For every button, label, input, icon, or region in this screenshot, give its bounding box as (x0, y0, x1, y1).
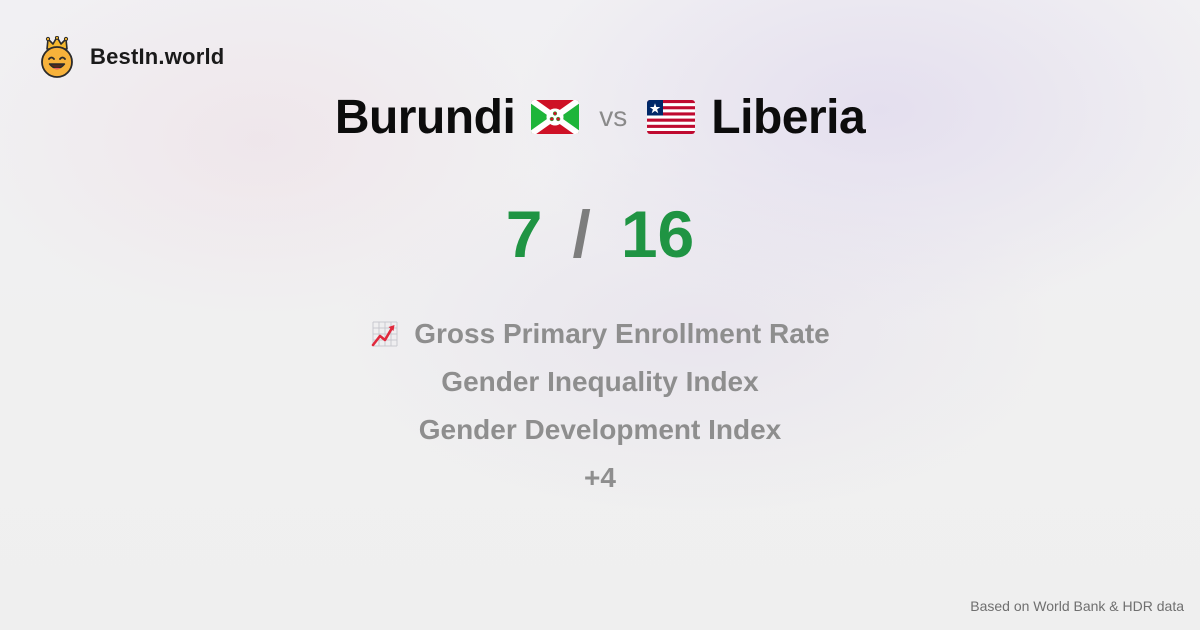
metric-item: Gross Primary Enrollment Rate (370, 310, 830, 358)
right-score: 16 (620, 197, 695, 271)
metric-item: Gender Inequality Index (441, 358, 758, 406)
left-country-name: Burundi (334, 90, 516, 144)
metric-label: Gross Primary Enrollment Rate (414, 318, 830, 349)
metric-label: Gender Inequality Index (441, 366, 759, 397)
vs-separator: vs (599, 101, 628, 132)
more-metrics-count: +4 (584, 454, 616, 502)
score: 7 / 16 (0, 196, 1200, 272)
burundi-flag-icon (531, 100, 580, 134)
smiling-face-with-crown-icon (41, 36, 73, 78)
brand-name: BestIn.world (90, 44, 225, 69)
liberia-flag-icon (647, 100, 696, 134)
score-separator: / (572, 197, 591, 271)
brand[interactable]: BestIn.world (38, 36, 224, 78)
right-country-name: Liberia (711, 90, 866, 144)
metric-label: +4 (584, 462, 616, 493)
comparison-title: Burundi vs Liberia (0, 84, 1200, 150)
chart-increasing-icon (371, 321, 398, 347)
data-source-note: Based on World Bank & HDR data (970, 598, 1184, 614)
metric-item: Gender Development Index (419, 406, 782, 454)
metrics-list: Gross Primary Enrollment Rate Gender Ine… (0, 310, 1200, 502)
metric-label: Gender Development Index (418, 414, 782, 445)
left-score: 7 (505, 197, 543, 271)
